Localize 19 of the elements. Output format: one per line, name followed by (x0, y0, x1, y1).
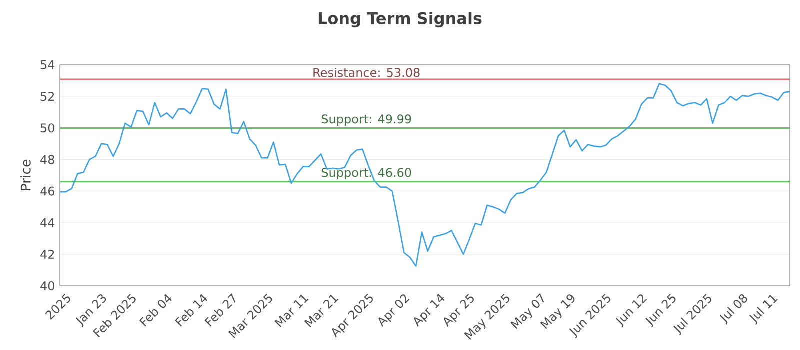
x-tick-label: Jul 11 (750, 295, 778, 325)
x-tick-label: Apr 14 (414, 294, 445, 327)
y-tick-label: 44 (40, 218, 55, 228)
y-tick-label: 40 (40, 281, 54, 291)
y-tick-label: 46 (40, 186, 55, 196)
y-tick-label: 48 (40, 155, 54, 164)
y-tick-label: 54 (40, 60, 55, 70)
y-axis-title: Price (20, 160, 31, 190)
ref-line-label: Support: 46.60 (322, 168, 412, 180)
x-tick-label: Jul 08 (720, 294, 748, 325)
x-tick-label: Apr 02 (378, 294, 410, 328)
y-tick-label: 42 (40, 250, 54, 259)
chart-title: Long Term Signals (318, 12, 482, 28)
x-tick-label: Apr 25 (444, 294, 474, 328)
ref-line-label: Support: 49.99 (322, 114, 412, 126)
x-tick-label: Feb 04 (139, 294, 172, 327)
ref-line-label: Resistance: 53.08 (314, 68, 420, 78)
y-tick-label: 52 (40, 92, 54, 102)
y-tick-label: 50 (40, 124, 54, 133)
